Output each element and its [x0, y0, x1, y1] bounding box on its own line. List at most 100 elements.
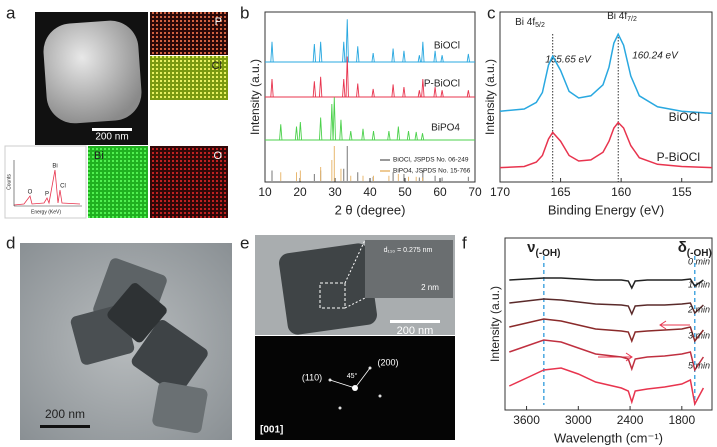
peak: [356, 46, 360, 63]
peak: [417, 55, 421, 63]
d-spacing-label: d₁₁₀ = 0.275 nm: [384, 247, 433, 254]
peak: [356, 83, 360, 98]
x-tick-label: 3600: [513, 413, 540, 427]
peak-value-label: 165.65 eV: [545, 55, 592, 66]
x-tick-label: 50: [398, 185, 412, 199]
annotation-sub: 7/2: [627, 16, 637, 23]
peak: [345, 56, 349, 98]
peak: [345, 19, 349, 63]
panel-a-image: [4, 12, 228, 219]
peak: [319, 76, 323, 98]
eds-peak-label: Bi: [52, 164, 57, 170]
series-line: [508, 367, 705, 407]
peak: [312, 43, 316, 63]
annotation-main: ν: [527, 239, 535, 256]
spot-label: (110): [302, 372, 322, 382]
peak: [339, 119, 343, 141]
series-line: [509, 298, 704, 316]
eds-y-label: Counts: [6, 174, 12, 190]
peak: [371, 130, 376, 141]
annotation-sub: (-OH): [535, 248, 560, 259]
peak: [396, 126, 400, 141]
x-tick-label: 155: [672, 185, 692, 199]
series-line: [509, 277, 704, 290]
annotation-sub: (-OH): [687, 248, 712, 259]
peak: [330, 103, 334, 141]
series-label: 2 min: [687, 304, 710, 314]
peak: [402, 50, 406, 63]
panel-label: d: [6, 233, 15, 252]
series-label: BiPO4: [431, 123, 460, 134]
eds-peak-label: O: [28, 190, 33, 196]
peak: [279, 124, 283, 141]
inset-scale-label: 2 nm: [421, 283, 439, 292]
peak: [440, 55, 444, 63]
annotation: ν(-OH): [527, 239, 560, 259]
eds-x-label: Energy (KeV): [31, 209, 61, 215]
peak: [402, 87, 406, 98]
map-label: Bi: [94, 150, 104, 162]
x-tick-label: 3000: [565, 413, 592, 427]
panel-label: a: [6, 3, 16, 22]
series-label: 0 min: [688, 256, 710, 266]
peak: [312, 81, 316, 98]
peak: [391, 48, 395, 63]
series-line: [509, 339, 705, 372]
annotation: Bi 4f7/2: [607, 11, 637, 24]
peak: [420, 133, 425, 141]
annotation: δ(-OH): [678, 239, 712, 259]
x-axis-label: Binding Energy (eV): [548, 202, 664, 217]
series-line: [499, 32, 713, 115]
axes-frame: [504, 237, 713, 411]
peak: [361, 128, 365, 141]
scale-bar-label: 200 nm: [397, 325, 434, 337]
panel-e-image: [255, 235, 455, 440]
map-label: O: [213, 150, 222, 162]
series-label: P-BiOCl: [424, 79, 460, 90]
x-tick-label: 20: [293, 185, 307, 199]
x-tick-label: 30: [328, 185, 342, 199]
angle-label: 45°: [347, 372, 358, 380]
series-line: [499, 121, 713, 169]
series-label: 5 min: [688, 360, 710, 370]
peak: [421, 78, 425, 98]
peak: [417, 90, 421, 98]
peak: [391, 84, 395, 98]
x-tick-label: 40: [363, 185, 377, 199]
x-tick-label: 10: [258, 185, 272, 199]
x-tick-label: 1800: [668, 413, 695, 427]
peak-value-label: 160.24 eV: [632, 51, 679, 62]
series-label: BiOCl: [669, 110, 700, 124]
peak: [342, 78, 346, 98]
chart: 3600 3000 2400 1800 Wavelength (cm⁻¹) Intensi…: [488, 237, 713, 445]
series-label: P-BiOCl: [657, 150, 700, 164]
chart: 170 165 160 155 Binding Energy (eV) Intensity…: [483, 11, 713, 217]
peak: [349, 130, 353, 141]
x-tick-label: 60: [433, 185, 447, 199]
series-label: 3 min: [688, 330, 710, 340]
peak: [319, 41, 323, 63]
annotation-sub: 5/2: [535, 22, 545, 29]
axes-frame: [499, 11, 713, 183]
x-tick-label: 160: [611, 185, 631, 199]
annotation-main: δ: [678, 239, 687, 256]
panel-label: f: [462, 233, 467, 252]
peak: [294, 126, 299, 141]
peak: [440, 90, 444, 98]
peak: [387, 130, 391, 141]
peak: [371, 52, 375, 63]
peak: [270, 41, 274, 63]
legend-label: BiPO4, JSPDS No. 15-766: [393, 168, 471, 175]
peak: [298, 121, 302, 141]
x-tick-label: 2400: [617, 413, 644, 427]
eds-peak-label: P: [45, 192, 49, 198]
scale-bar-label: 200 nm: [95, 132, 128, 143]
peak: [433, 87, 437, 98]
spot-label: (200): [377, 357, 398, 367]
x-tick-label: 70: [468, 185, 482, 199]
panel-label: b: [240, 3, 249, 22]
legend-label: BiOCl, JSPDS No. 06-249: [393, 157, 469, 164]
series-label: BiOCl: [434, 41, 460, 52]
peak: [270, 78, 274, 98]
y-axis-label: Intensity (a.u.): [483, 59, 497, 135]
